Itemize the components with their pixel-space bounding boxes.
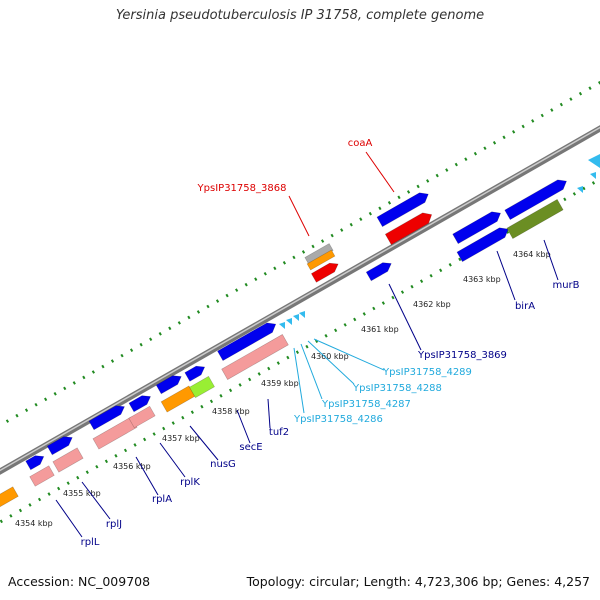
gene-3868-orange [306,249,336,271]
gene-tuf2-top [184,365,206,382]
ruler-label-6: 4360 kbp [311,352,349,361]
inner-tick-lane [0,177,600,524]
leader-line-7 [236,409,251,444]
leader-line-14 [496,250,516,301]
outer-tick-lane [0,80,600,428]
gene-label-13: YpsIP31758_3869 [417,350,507,361]
gene-murB-top [504,179,567,221]
leader-line-0 [365,151,395,193]
leader-line-12 [313,338,385,371]
ruler-label-4: 4358 kbp [212,407,250,416]
gene-rplK-top [88,405,125,431]
cyan-feature-1 [286,318,292,325]
leader-line-8 [267,398,271,429]
leader-line-6 [189,425,219,461]
gene-label-10: YpsIP31758_4287 [321,399,411,410]
ruler-label-1: 4355 kbp [63,489,101,498]
gene-secE-green [189,375,215,399]
gene-secE-top [155,375,182,395]
backbone-group [0,80,600,524]
cyan-feature-edge [588,154,600,168]
gene-nusG [128,405,156,429]
ruler-label-9: 4363 kbp [463,275,501,284]
leader-line-5 [159,442,186,478]
gene-label-group: coaA YpsIP31758_3868 rplL rplJ rplA rplK nusGs… [55,138,580,548]
gene-3868-gray [304,243,334,265]
map-title: Yersinia pseudotuberculosis IP 31758, co… [115,8,485,23]
gene-features [0,154,600,508]
ruler-label-0: 4354 kbp [15,519,53,528]
leader-line-2 [55,499,83,538]
ruler-label-8: 4362 kbp [413,300,451,309]
gene-label-7: secE [239,442,262,453]
gene-rplL [0,486,19,508]
gene-label-11: YpsIP31758_4288 [352,383,442,394]
genome-backbone [0,125,600,475]
gene-rplA [52,447,84,473]
accession-text: Accession: NC_009708 [8,574,151,589]
gene-label-8: tuf2 [269,427,289,438]
gene-label-12: YpsIP31758_4289 [382,367,472,378]
gene-label-4: rplA [152,494,172,505]
leader-line-4 [135,456,159,496]
ruler-label-10: 4364 kbp [513,250,551,259]
cyan-feature-0 [279,322,285,329]
gene-birA-top [452,211,501,245]
gene-tuf2 [221,334,289,380]
ruler-label-5: 4359 kbp [261,379,299,388]
ruler-labels: 4354 kbp 4355 kbp 4356 kbp 4357 kbp 4358 kbp… [15,250,551,528]
gene-rplJ [29,465,55,487]
leader-line-10 [300,343,323,400]
leader-line-9 [293,347,305,414]
leader-line-13 [388,283,422,351]
genome-summary-text: Topology: circular; Length: 4,723,306 bp… [246,574,590,589]
gene-coaA-red [384,212,433,246]
gene-rplJ-top [25,455,45,471]
genome-backbone-highlight [0,126,600,472]
gene-label-3: rplJ [106,519,122,530]
leader-line-3 [81,481,111,520]
gene-3868-red [310,262,339,283]
ruler-label-7: 4361 kbp [361,325,399,334]
gene-label-9: YpsIP31758_4286 [293,414,383,425]
gene-nusG-top [128,395,151,413]
leader-line-1 [288,195,310,237]
gene-3869 [365,262,392,282]
leader-line-11 [307,340,355,385]
gene-coaA [376,192,429,228]
gene-birA [456,227,509,263]
gene-label-5: rplK [180,477,200,488]
cyan-feature-2 [293,314,299,321]
gene-label-0: coaA [348,138,373,149]
cyan-feature-3 [299,311,305,318]
gene-label-6: nusG [210,459,236,470]
ruler-label-2: 4356 kbp [113,462,151,471]
cyan-feature-5 [590,172,596,179]
gene-label-2: rplL [81,537,100,548]
gene-tuf2-top2 [217,322,277,362]
gene-label-15: murB [552,280,579,291]
cyan-feature-4 [577,186,583,193]
gene-label-14: birA [515,301,535,312]
ruler-label-3: 4357 kbp [162,434,200,443]
gene-label-1: YpsIP31758_3868 [197,183,287,194]
gene-rplK [92,416,138,450]
gene-murB [506,198,564,240]
gene-rplA-top [46,436,73,456]
leader-line-15 [543,239,559,281]
